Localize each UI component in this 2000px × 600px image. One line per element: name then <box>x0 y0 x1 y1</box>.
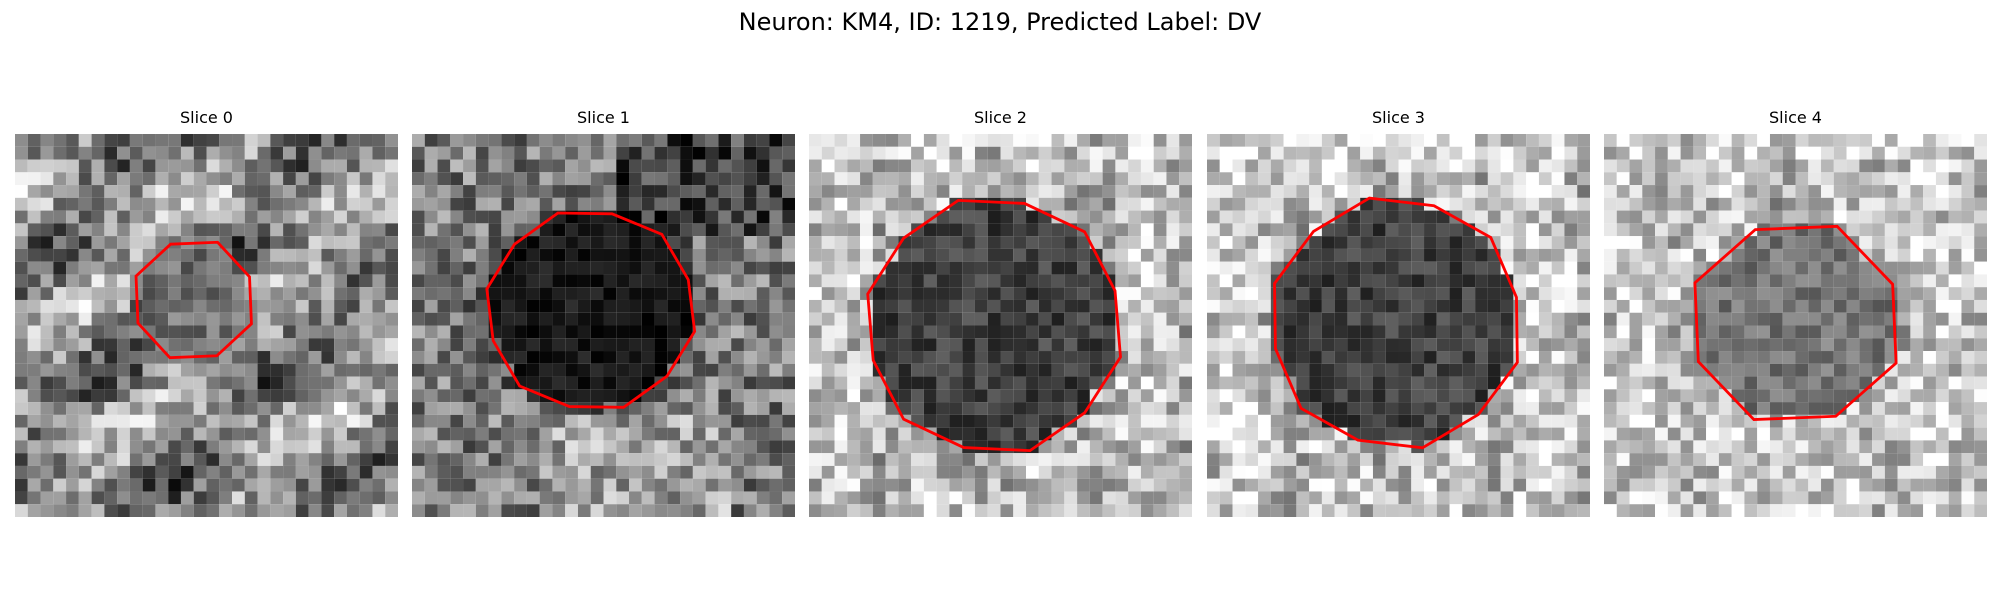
slice-image-0 <box>15 134 398 517</box>
slice-panel-3: Slice 3 <box>1207 108 1590 518</box>
slice-title-1: Slice 1 <box>577 108 630 127</box>
slice-image-3 <box>1207 134 1590 517</box>
slice-image-2 <box>809 134 1192 517</box>
slice-panel-1: Slice 1 <box>412 108 795 518</box>
nucleus-contour <box>485 211 697 409</box>
nucleus-contour <box>866 198 1122 453</box>
slice-title-3: Slice 3 <box>1372 108 1425 127</box>
nucleus-contour <box>1273 196 1519 450</box>
slice-pixels <box>15 134 398 517</box>
slice-pixels <box>412 134 795 517</box>
figure-title: Neuron: KM4, ID: 1219, Predicted Label: … <box>738 8 1262 36</box>
slice-image-1 <box>412 134 795 517</box>
slice-title-0: Slice 0 <box>180 108 233 127</box>
slice-pixels <box>1207 134 1590 517</box>
slice-pixels <box>1604 134 1987 517</box>
slice-title-4: Slice 4 <box>1769 108 1822 127</box>
slice-panels: Slice 0 Slice 1 Slice 2 Slice 3 Slice 4 <box>0 108 2000 528</box>
slice-panel-2: Slice 2 <box>809 108 1192 518</box>
slice-panel-4: Slice 4 <box>1604 108 1987 518</box>
slice-pixels <box>809 134 1192 517</box>
slice-panel-0: Slice 0 <box>15 108 398 518</box>
nucleus-contour <box>134 240 253 360</box>
slice-title-2: Slice 2 <box>974 108 1027 127</box>
nucleus-contour <box>1693 224 1898 422</box>
slice-image-4 <box>1604 134 1987 517</box>
